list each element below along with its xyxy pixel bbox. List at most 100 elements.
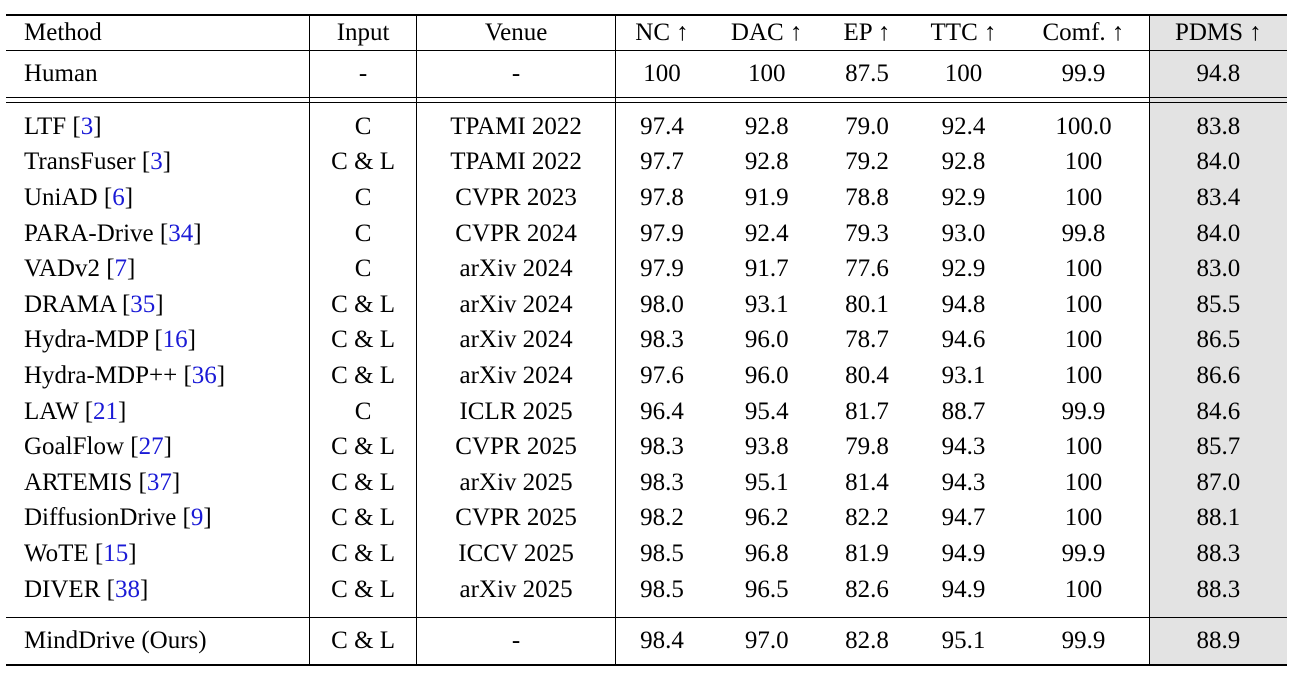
citation-link[interactable]: 38	[114, 575, 140, 603]
cell-pdms: 84.6	[1149, 393, 1287, 430]
cell-ttc: 92.8	[941, 148, 986, 176]
cell-pdms: 87.0	[1149, 464, 1287, 501]
cell-ttc: 94.8	[941, 290, 986, 318]
cell-venue: arXiv 2024	[416, 322, 616, 359]
ours-method: MindDrive (Ours)	[6, 617, 310, 666]
citation-link[interactable]: 36	[191, 361, 217, 389]
cell-nc: 98.3	[640, 326, 684, 354]
cell-ttc: 88.7	[941, 397, 986, 425]
citation-link[interactable]: 34	[168, 219, 194, 247]
cell-comf: 100	[1018, 358, 1150, 394]
citation-link[interactable]: 37	[146, 468, 172, 496]
cell-input: C & L	[309, 500, 418, 537]
method-name: DRAMA	[24, 290, 116, 318]
method-name: WoTE	[24, 539, 89, 567]
cell-method: DIVER [38]	[6, 571, 310, 608]
cell-venue: CVPR 2024	[416, 215, 616, 252]
cell-nc: 98.3	[640, 433, 684, 461]
header-ttc: TTC ↑	[930, 19, 997, 46]
cell-venue: TPAMI 2022	[416, 109, 616, 145]
citation-link[interactable]: 7	[114, 255, 128, 283]
ours-ep: 82.8	[845, 627, 889, 655]
cell-method: LAW [21]	[6, 393, 310, 430]
citation-link[interactable]: 15	[103, 539, 129, 567]
cell-ttc: 94.6	[941, 326, 986, 354]
cell-venue: arXiv 2025	[416, 571, 616, 608]
header-venue: Venue	[416, 15, 616, 51]
human-ttc: 100	[944, 60, 983, 87]
cell-pdms: 85.7	[1149, 429, 1287, 465]
cell-comf: 100	[1018, 180, 1150, 216]
table-row: LAW [21] C ICLR 2025 96.4 95.4 81.7 88.7 99.9 84…	[6, 393, 1287, 430]
cell-ep: 79.2	[845, 148, 889, 176]
method-name: Hydra-MDP	[24, 326, 149, 354]
cell-ttc: 93.0	[941, 219, 986, 247]
cell-method: GoalFlow [27]	[6, 429, 310, 465]
cell-comf: 100	[1018, 500, 1150, 537]
cell-ep: 79.0	[845, 112, 889, 140]
cell-dac: 96.2	[744, 504, 789, 532]
table-row: TransFuser [3] C & L TPAMI 2022 97.7 92.8 79.…	[6, 144, 1287, 181]
ours-dac: 97.0	[744, 627, 789, 655]
cell-ep: 78.7	[845, 326, 889, 354]
cell-comf: 100	[1018, 429, 1150, 465]
cell-venue: ICCV 2025	[416, 536, 616, 572]
cell-ep: 82.2	[845, 504, 889, 532]
method-name: PARA-Drive	[24, 219, 154, 247]
header-nc: NC ↑	[635, 19, 689, 46]
header-dac: DAC ↑	[730, 19, 803, 46]
citation-link[interactable]: 16	[162, 326, 188, 354]
cell-pdms: 88.3	[1149, 571, 1287, 608]
cell-input: C & L	[309, 358, 418, 394]
cell-ttc: 94.3	[941, 433, 986, 461]
method-name: TransFuser	[24, 148, 136, 176]
method-name: Hydra-MDP++	[24, 361, 178, 389]
cell-ttc: 94.9	[941, 539, 986, 567]
citation-link[interactable]: 6	[112, 183, 125, 211]
cell-comf: 100	[1018, 464, 1150, 501]
cell-ep: 79.3	[845, 219, 889, 247]
cell-input: C	[309, 180, 418, 216]
section-spacer	[6, 102, 1287, 109]
cell-venue: arXiv 2025	[416, 464, 616, 501]
citation-link[interactable]: 35	[130, 290, 156, 318]
cell-pdms: 86.5	[1149, 322, 1287, 359]
cell-input: C & L	[309, 464, 418, 501]
cell-ttc: 92.4	[941, 112, 986, 140]
citation-link[interactable]: 21	[93, 397, 119, 425]
cell-dac: 95.4	[744, 397, 789, 425]
table-row: DiffusionDrive [9] C & L CVPR 2025 98.2 96.2…	[6, 500, 1287, 537]
table-header-row: Method Input Venue NC ↑ DAC ↑ EP ↑ TTC ↑…	[6, 15, 1287, 51]
human-venue: -	[416, 50, 616, 98]
cell-nc: 98.3	[640, 468, 684, 496]
cell-dac: 93.8	[744, 433, 789, 461]
citation-link[interactable]: 27	[138, 433, 164, 461]
cell-nc: 97.4	[640, 112, 684, 140]
cell-pdms: 83.0	[1149, 251, 1287, 287]
cell-input: C & L	[309, 322, 418, 359]
cell-ep: 77.6	[845, 255, 889, 283]
citation-link[interactable]: 3	[80, 112, 94, 140]
cell-dac: 96.5	[744, 575, 789, 603]
ours-row: MindDrive (Ours) C & L - 98.4 97.0 82.8 …	[6, 617, 1287, 666]
cell-ep: 80.4	[845, 361, 889, 389]
cell-comf: 100	[1018, 571, 1150, 608]
cell-method: Hydra-MDP [16]	[6, 322, 310, 359]
citation-link[interactable]: 3	[150, 148, 163, 176]
cell-pdms: 84.0	[1149, 215, 1287, 252]
cell-comf: 100	[1018, 144, 1150, 181]
cell-comf: 99.9	[1018, 393, 1150, 430]
ours-ttc: 95.1	[941, 627, 986, 655]
section-spacer	[6, 607, 1287, 614]
human-comf: 99.9	[1018, 50, 1150, 98]
cell-dac: 96.0	[744, 361, 789, 389]
cell-input: C & L	[309, 536, 418, 572]
cell-method: VADv2 [7]	[6, 251, 310, 287]
citation-link[interactable]: 9	[190, 504, 204, 532]
cell-dac: 93.1	[744, 290, 789, 318]
cell-input: C & L	[309, 144, 418, 181]
cell-method: Hydra-MDP++ [36]	[6, 358, 310, 394]
cell-nc: 97.7	[640, 148, 684, 176]
